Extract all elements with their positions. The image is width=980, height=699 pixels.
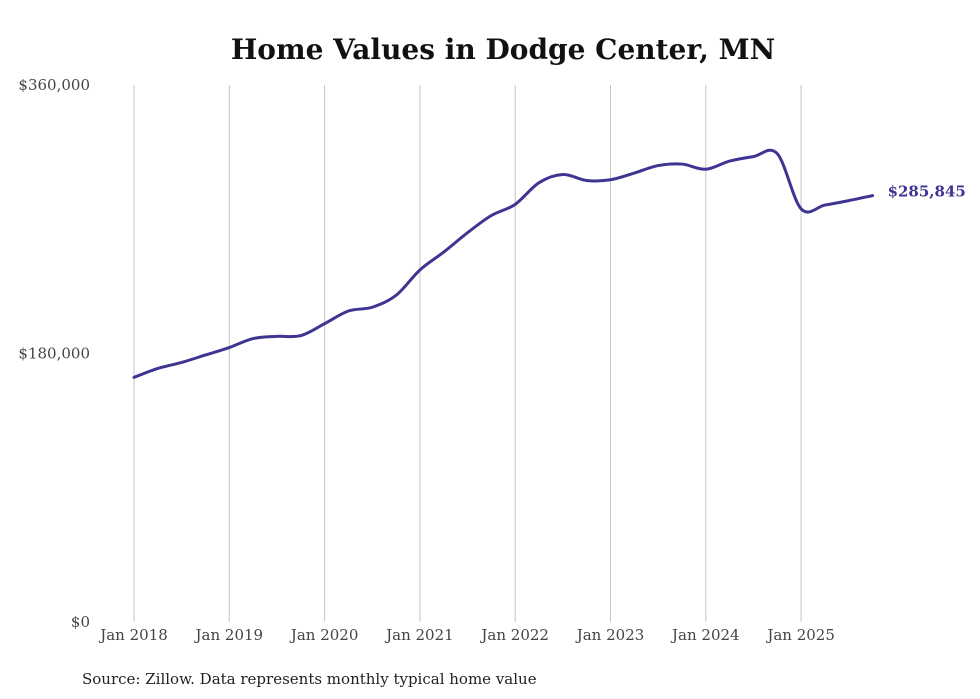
chart-title: Home Values in Dodge Center, MN (231, 33, 775, 66)
end-value-label: $285,845 (888, 183, 966, 201)
source-note: Source: Zillow. Data represents monthly … (82, 670, 537, 688)
x-tick-label-2022: Jan 2022 (479, 626, 549, 644)
y-tick-label-180000: $180,000 (18, 345, 90, 363)
line-chart: Home Values in Dodge Center, MN $0 $180,0… (0, 0, 980, 699)
x-tick-label-2021: Jan 2021 (384, 626, 454, 644)
series-layer: $285,845 (134, 150, 966, 377)
y-tick-label-360000: $360,000 (18, 76, 90, 94)
gridlines (134, 85, 801, 622)
x-tick-label-2023: Jan 2023 (575, 626, 645, 644)
series-line-0 (134, 150, 873, 377)
x-tick-label-2018: Jan 2018 (98, 626, 168, 644)
x-axis: Jan 2018 Jan 2019 Jan 2020 Jan 2021 Jan 2022… (98, 626, 835, 644)
x-tick-label-2025: Jan 2025 (765, 626, 835, 644)
y-tick-label-0: $0 (71, 613, 90, 631)
x-tick-label-2019: Jan 2019 (194, 626, 264, 644)
y-axis: $0 $180,000 $360,000 (18, 76, 90, 631)
x-tick-label-2020: Jan 2020 (289, 626, 359, 644)
x-tick-label-2024: Jan 2024 (670, 626, 740, 644)
